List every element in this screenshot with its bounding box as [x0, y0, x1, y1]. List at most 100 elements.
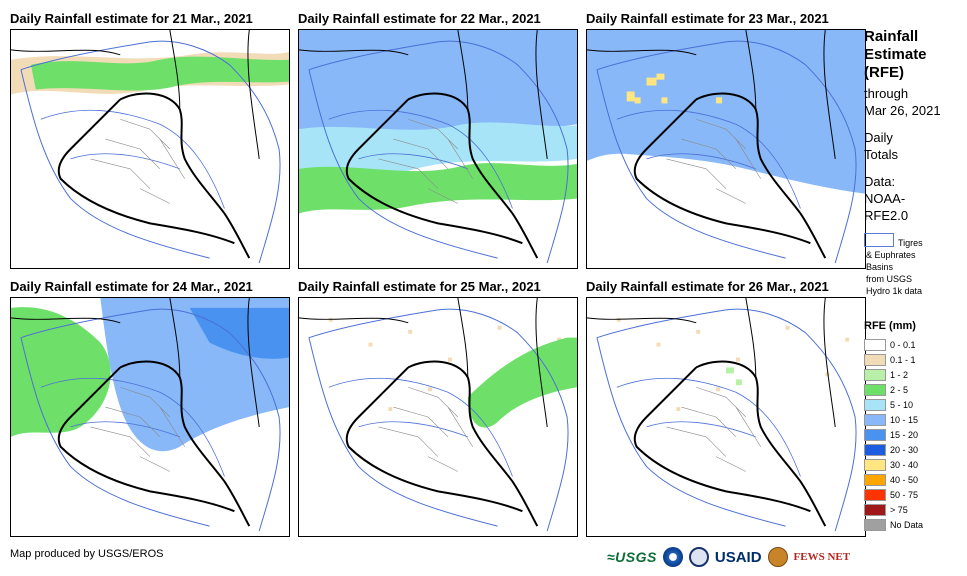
usaid-seal-icon	[688, 547, 709, 567]
rainfall-field	[299, 122, 577, 179]
rainfall-field	[30, 56, 289, 91]
map-svg	[11, 298, 289, 532]
side-daily: Daily	[864, 130, 893, 145]
legend-label: 5 - 10	[890, 399, 914, 410]
side-data-source-1: NOAA-	[864, 191, 906, 206]
rainfall-field	[11, 307, 111, 437]
legend-item: 0.1 - 1	[864, 352, 923, 367]
river-line	[328, 109, 513, 209]
country-border	[345, 92, 539, 259]
basin-outline	[308, 308, 569, 532]
legend-item: 15 - 20	[864, 427, 923, 442]
noaa-logo	[662, 547, 683, 567]
rainfall-field	[587, 30, 865, 194]
basin-outline	[308, 40, 569, 264]
neighbor-border	[11, 30, 260, 159]
basin-line-1: Tigres	[898, 238, 923, 248]
legend-swatch	[864, 398, 886, 411]
legend-swatch	[864, 473, 886, 486]
legend-label: 0.1 - 1	[890, 354, 916, 365]
legend-swatch	[864, 503, 886, 516]
map-svg	[299, 30, 577, 264]
legend-swatch	[864, 443, 886, 456]
map-panel-21	[10, 29, 290, 269]
fews-net-logo: FEWS NET	[793, 551, 851, 563]
country-border	[633, 360, 827, 527]
river-line	[40, 377, 225, 477]
country-border	[633, 92, 827, 259]
basin-outline-swatch	[864, 233, 894, 247]
basin-line-5: Hydro 1k data	[866, 286, 923, 296]
rainfall-field	[189, 307, 289, 359]
map-svg	[11, 30, 289, 264]
legend-swatch	[864, 518, 886, 531]
admin-boundary	[666, 386, 762, 472]
basin-outline	[596, 308, 857, 532]
map-panel-24	[10, 297, 290, 537]
map-panel-22	[298, 29, 578, 269]
panel-title-24: Daily Rainfall estimate for 24 Mar., 202…	[10, 279, 253, 294]
side-title-line-1: Rainfall	[864, 28, 919, 45]
legend-item: 10 - 15	[864, 412, 923, 427]
country-border	[345, 360, 539, 527]
country-border	[57, 360, 251, 527]
side-totals: Totals	[864, 147, 898, 162]
side-date: Mar 26, 2021	[864, 103, 941, 118]
legend-item: > 75	[864, 502, 923, 517]
map-credit: Map produced by USGS/EROS	[10, 548, 164, 560]
river-line	[40, 109, 225, 209]
panel-title-25: Daily Rainfall estimate for 25 Mar., 202…	[298, 279, 541, 294]
admin-boundary	[90, 386, 186, 472]
legend-label: 10 - 15	[890, 414, 919, 425]
legend-label: > 75	[890, 504, 908, 515]
basin-legend-text: Tigres & Euphrates Basins from USGS Hydr…	[866, 237, 966, 297]
rainfall-field	[726, 367, 742, 386]
legend-label: 0 - 0.1	[890, 339, 916, 350]
legend-item: 20 - 30	[864, 442, 923, 457]
basin-line-2: & Euphrates	[866, 250, 916, 260]
usgs-logo: ≈USGS	[607, 549, 657, 565]
legend-label: 30 - 40	[890, 459, 919, 470]
side-title-line-3: (RFE)	[864, 64, 904, 81]
rainfall-field	[467, 337, 577, 428]
usaid-logo: USAID	[714, 548, 762, 566]
legend-swatch	[864, 488, 886, 501]
neighbor-border	[299, 30, 548, 159]
legend-swatch	[864, 458, 886, 471]
rainfall-field	[299, 30, 577, 149]
basin-line-3: Basins	[866, 262, 894, 272]
legend-item: 5 - 10	[864, 397, 923, 412]
neighbor-border	[587, 30, 836, 159]
legend-label: 20 - 30	[890, 444, 919, 455]
basin-outline	[20, 308, 281, 532]
legend-item: 50 - 75	[864, 487, 923, 502]
panel-title-21: Daily Rainfall estimate for 21 Mar., 202…	[10, 11, 253, 26]
legend-swatch	[864, 368, 886, 381]
admin-boundary	[90, 118, 186, 204]
legend-label: 40 - 50	[890, 474, 919, 485]
partner-logos: ≈USGS USAID FEWS NET	[607, 543, 857, 571]
rfe-legend: 0 - 0.1 0.1 - 1 1 - 2 2 - 5 5 - 10 10 - 15 15 …	[864, 337, 923, 532]
map-panel-25	[298, 297, 578, 537]
legend-item: 30 - 40	[864, 457, 923, 472]
legend-swatch	[864, 428, 886, 441]
legend-swatch	[864, 338, 886, 351]
admin-boundary	[378, 386, 474, 472]
legend-item: 1 - 2	[864, 367, 923, 382]
fews-net-emblem-icon	[767, 547, 788, 567]
rainfall-field	[616, 317, 850, 412]
panel-title-22: Daily Rainfall estimate for 22 Mar., 202…	[298, 11, 541, 26]
map-svg	[587, 298, 857, 532]
river-line	[616, 377, 801, 477]
map-svg	[587, 30, 865, 264]
legend-swatch	[864, 383, 886, 396]
legend-item: 2 - 5	[864, 382, 923, 397]
legend-label: 2 - 5	[890, 384, 909, 395]
map-svg	[299, 298, 577, 532]
river-line	[616, 109, 801, 209]
rainfall-field	[626, 73, 723, 104]
panel-title-26: Daily Rainfall estimate for 26 Mar., 202…	[586, 279, 829, 294]
legend-label: No Data	[890, 519, 924, 530]
basin-outline	[20, 40, 281, 264]
admin-boundary	[666, 118, 762, 204]
